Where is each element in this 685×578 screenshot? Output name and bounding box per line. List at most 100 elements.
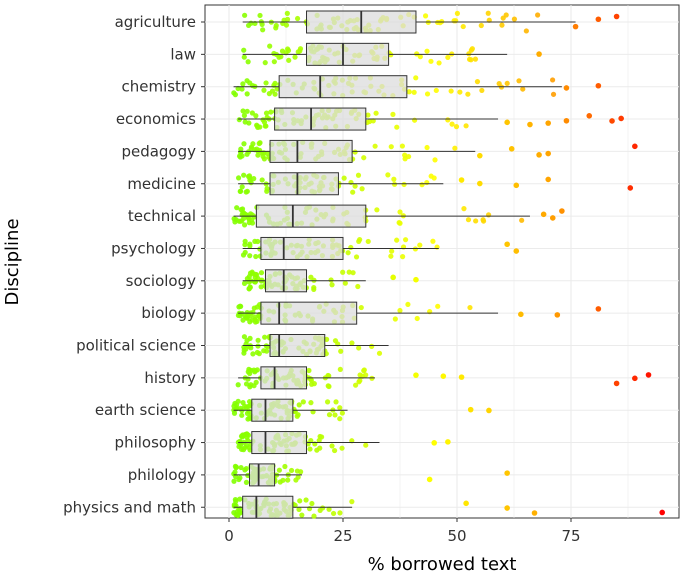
outlier-point — [513, 248, 520, 254]
data-point — [324, 336, 330, 342]
outlier-point — [504, 241, 510, 248]
data-point — [276, 467, 283, 473]
data-point — [332, 338, 339, 344]
data-point — [365, 112, 371, 118]
iqr-box — [278, 75, 408, 99]
data-point — [337, 366, 343, 373]
x-tick-labels: 0 25 50 75 — [224, 518, 581, 545]
data-point — [239, 86, 245, 92]
category-label: philosophy — [115, 434, 197, 452]
data-point — [500, 15, 506, 21]
data-point — [303, 497, 309, 503]
data-point — [244, 108, 250, 114]
data-point — [385, 172, 391, 178]
data-point — [245, 59, 251, 65]
data-point — [249, 110, 255, 116]
data-point — [428, 58, 434, 64]
data-point — [357, 237, 363, 243]
data-point — [241, 350, 247, 356]
data-point — [311, 513, 317, 519]
data-point — [292, 54, 298, 60]
data-point — [358, 304, 364, 311]
data-point — [308, 377, 314, 383]
data-point — [413, 75, 419, 81]
data-point — [329, 282, 335, 288]
data-point — [402, 237, 409, 243]
category-label: pedagogy — [121, 142, 196, 160]
data-point — [271, 59, 277, 65]
data-point — [473, 218, 479, 224]
data-point — [277, 479, 283, 485]
data-point — [254, 304, 260, 310]
data-point — [234, 205, 240, 211]
data-point — [326, 412, 333, 418]
outlier-point — [572, 23, 579, 30]
data-point — [235, 382, 241, 388]
data-point — [242, 444, 248, 451]
outlier-point — [477, 180, 483, 187]
data-point — [241, 215, 247, 221]
data-point — [397, 220, 403, 226]
data-point — [240, 400, 246, 406]
data-point — [308, 400, 314, 406]
data-point — [244, 188, 250, 194]
data-point — [282, 463, 288, 470]
category-label: biology — [141, 304, 196, 322]
category-label: medicine — [127, 175, 196, 193]
outlier-point — [632, 143, 638, 150]
outlier-point — [627, 185, 634, 191]
data-point — [242, 12, 248, 18]
category-label: agriculture — [115, 13, 196, 31]
iqr-box — [249, 463, 276, 487]
data-point — [485, 212, 492, 218]
data-point — [262, 123, 268, 129]
data-point — [245, 376, 251, 382]
data-point — [247, 80, 253, 86]
data-point — [417, 242, 423, 248]
outlier-point — [563, 85, 570, 91]
outlier-point — [518, 311, 524, 318]
outlier-point — [426, 476, 433, 483]
data-point — [285, 477, 291, 483]
data-point — [411, 117, 418, 123]
category-label: earth science — [95, 401, 196, 419]
data-point — [465, 91, 471, 97]
data-point — [237, 303, 243, 309]
data-point — [252, 314, 258, 320]
data-point — [376, 350, 383, 356]
data-point — [292, 502, 298, 508]
data-point — [295, 49, 301, 55]
outlier-point — [632, 375, 638, 382]
boxes — [233, 10, 576, 519]
data-point — [411, 89, 417, 95]
data-point — [311, 286, 317, 293]
data-point — [433, 87, 439, 94]
iqr-box — [306, 42, 390, 66]
data-point — [250, 141, 256, 147]
outlier-point — [504, 119, 510, 126]
data-point — [373, 110, 379, 116]
data-point — [273, 22, 279, 29]
data-point — [406, 89, 412, 95]
data-point — [339, 410, 345, 416]
data-point — [465, 217, 472, 223]
data-point — [263, 110, 270, 116]
data-point — [247, 243, 253, 249]
outlier-point — [431, 440, 438, 446]
data-point — [240, 108, 246, 114]
outlier-point — [613, 380, 620, 387]
outlier-point — [540, 211, 547, 218]
iqr-box — [269, 334, 326, 357]
data-point — [246, 173, 253, 179]
data-point — [247, 319, 253, 325]
data-point — [239, 412, 245, 418]
iqr-box — [269, 172, 339, 196]
data-point — [400, 254, 406, 260]
outlier-point — [477, 152, 483, 159]
data-point — [499, 22, 505, 28]
data-point — [432, 157, 438, 163]
data-point — [300, 399, 306, 405]
data-point — [251, 176, 257, 182]
data-point — [240, 81, 246, 87]
data-point — [359, 186, 365, 192]
